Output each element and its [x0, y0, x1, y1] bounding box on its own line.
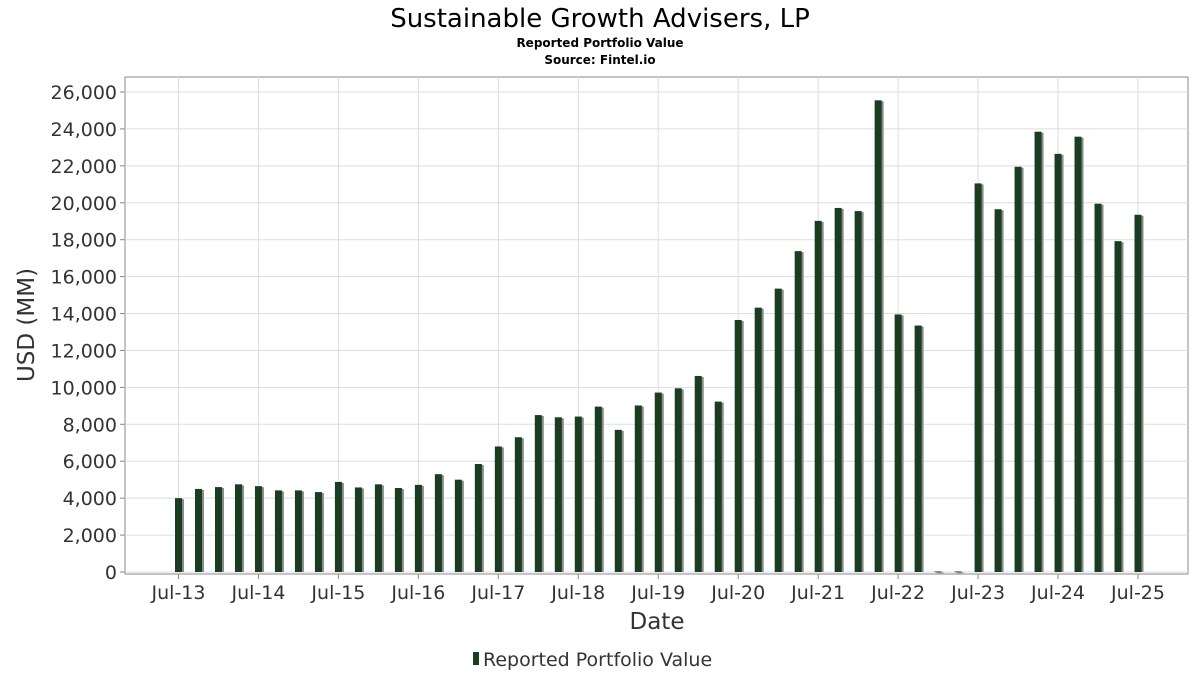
x-axis-label: Date	[630, 609, 685, 635]
bar	[234, 484, 242, 572]
chart-source: Source: Fintel.io	[544, 53, 655, 67]
y-tick-label: 24,000	[51, 119, 117, 141]
bar	[634, 405, 642, 572]
bar	[1014, 166, 1022, 572]
bar	[1074, 136, 1082, 572]
bar	[414, 484, 422, 572]
y-tick-label: 10,000	[51, 377, 117, 399]
y-tick-label: 2,000	[63, 525, 117, 547]
bar	[754, 307, 762, 572]
bar	[1134, 214, 1142, 572]
legend: Reported Portfolio Value	[473, 649, 712, 671]
x-tick-label: Jul-23	[950, 582, 1005, 604]
x-tick-label: Jul-13	[151, 582, 206, 604]
bar	[834, 207, 842, 572]
bar	[274, 490, 282, 572]
chart-title: Sustainable Growth Advisers, LP	[390, 4, 810, 34]
bar	[694, 375, 702, 572]
y-tick-label: 0	[105, 562, 117, 584]
y-tick-label: 4,000	[63, 488, 117, 510]
legend-label: Reported Portfolio Value	[483, 649, 712, 671]
bar	[614, 429, 622, 572]
bar	[534, 415, 542, 572]
x-tick-label: Jul-17	[470, 582, 525, 604]
bar	[994, 209, 1002, 572]
y-tick-label: 8,000	[63, 414, 117, 436]
y-tick-label: 22,000	[51, 156, 117, 178]
bar	[774, 288, 782, 572]
x-tick-label: Jul-18	[550, 582, 605, 604]
chart-subtitle: Reported Portfolio Value	[516, 36, 683, 50]
bar	[1094, 203, 1102, 572]
x-tick-label: Jul-25	[1110, 582, 1165, 604]
bar-shadow	[956, 572, 964, 574]
grid	[125, 77, 1188, 574]
bar	[574, 416, 582, 572]
y-tick-label: 18,000	[51, 230, 117, 252]
x-axis-ticks: Jul-13 Jul-14 Jul-15 Jul-16 Jul-17 Jul-18 Jul-…	[151, 574, 1165, 604]
bar	[314, 492, 322, 572]
bar	[434, 474, 442, 572]
bar	[854, 211, 862, 573]
x-tick-label: Jul-19	[630, 582, 685, 604]
y-tick-label: 6,000	[63, 451, 117, 473]
bar	[1054, 153, 1062, 572]
bar	[294, 490, 302, 572]
bar	[1034, 131, 1042, 572]
x-tick-label: Jul-15	[310, 582, 365, 604]
bar	[474, 464, 482, 572]
bar	[874, 100, 882, 573]
bar	[894, 314, 902, 572]
y-axis-ticks: 0 2,000 4,000 6,000 8,000 10,000 12,000 14,000 1…	[51, 82, 125, 584]
x-tick-label: Jul-16	[390, 582, 445, 604]
bar	[254, 486, 262, 572]
y-tick-label: 12,000	[51, 340, 117, 362]
bar	[494, 446, 502, 572]
bar-shadow	[936, 572, 944, 574]
bar	[594, 406, 602, 572]
bar	[914, 325, 922, 572]
bar	[794, 251, 802, 572]
legend-swatch	[473, 652, 479, 665]
bar	[454, 479, 462, 572]
x-tick-label: Jul-14	[230, 582, 285, 604]
x-tick-label: Jul-21	[790, 582, 845, 604]
bar	[934, 571, 942, 573]
bars	[175, 100, 1144, 574]
bar	[334, 481, 342, 572]
y-tick-label: 20,000	[51, 193, 117, 215]
bar	[194, 488, 202, 572]
bar	[654, 392, 662, 572]
y-tick-label: 16,000	[51, 267, 117, 289]
bar	[1114, 241, 1122, 572]
x-tick-label: Jul-24	[1030, 582, 1085, 604]
y-tick-label: 14,000	[51, 304, 117, 326]
bar	[514, 437, 522, 572]
bar	[374, 484, 382, 572]
bar	[175, 498, 182, 572]
bar	[954, 571, 962, 573]
x-tick-label: Jul-20	[710, 582, 765, 604]
x-tick-label: Jul-22	[870, 582, 925, 604]
y-tick-label: 26,000	[51, 82, 117, 104]
bar	[554, 417, 562, 572]
bar	[674, 388, 682, 572]
bar	[714, 401, 722, 572]
y-axis-label: USD (MM)	[14, 268, 40, 382]
bar	[354, 487, 362, 572]
bar	[734, 320, 742, 572]
bar	[394, 488, 402, 572]
bar	[974, 183, 982, 572]
bar	[814, 220, 822, 572]
bar	[214, 487, 222, 572]
